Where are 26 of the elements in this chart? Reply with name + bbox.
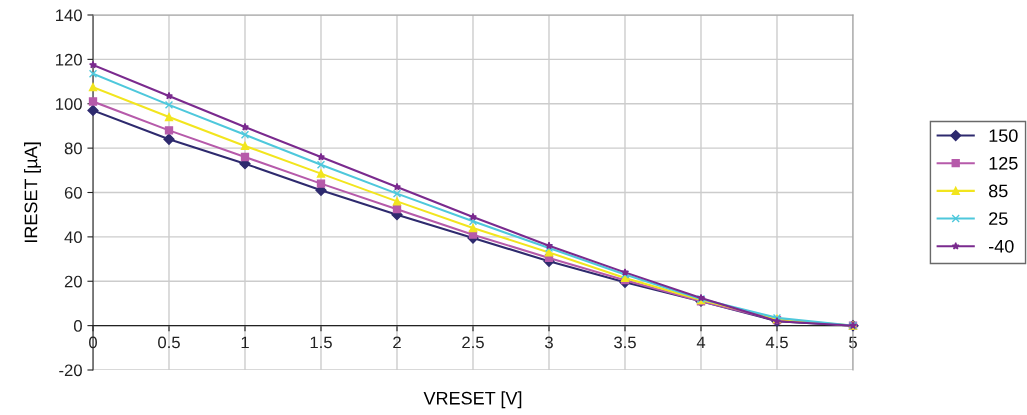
x-tick-label: 1.5 (310, 336, 332, 349)
y-tick-label: 0 (73, 320, 82, 332)
y-tick-label: 80 (64, 142, 82, 155)
legend-label: 150 (989, 129, 1018, 143)
x-tick-label: 4 (696, 336, 706, 349)
x-tick-label: 0.5 (158, 336, 180, 349)
legend-label: -40 (989, 239, 1014, 253)
x-tick-label: 4.5 (765, 336, 788, 349)
y-tick-label: 40 (64, 231, 82, 244)
y-tick-label: -20 (59, 364, 82, 377)
y-tick-label: 120 (56, 53, 82, 66)
y-axis-title: IRESET [µA] (24, 142, 41, 243)
legend-label: 125 (989, 156, 1018, 170)
y-tick-label: 60 (64, 186, 82, 199)
x-tick-label: 5 (849, 336, 857, 349)
x-tick-label: 3.5 (614, 336, 636, 349)
y-tick-label: 100 (56, 98, 82, 110)
legend-label: 25 (989, 212, 1008, 226)
x-tick-label: 2 (393, 336, 401, 349)
x-axis-title: VRESET [V] (423, 391, 522, 409)
y-tick-label: 140 (56, 9, 82, 22)
legend-label: 85 (988, 184, 1008, 198)
x-tick-label: 2.5 (462, 336, 484, 349)
x-tick-label: 3 (545, 336, 553, 349)
y-tick-label: 20 (64, 275, 82, 288)
x-tick-label: 1 (241, 336, 249, 349)
